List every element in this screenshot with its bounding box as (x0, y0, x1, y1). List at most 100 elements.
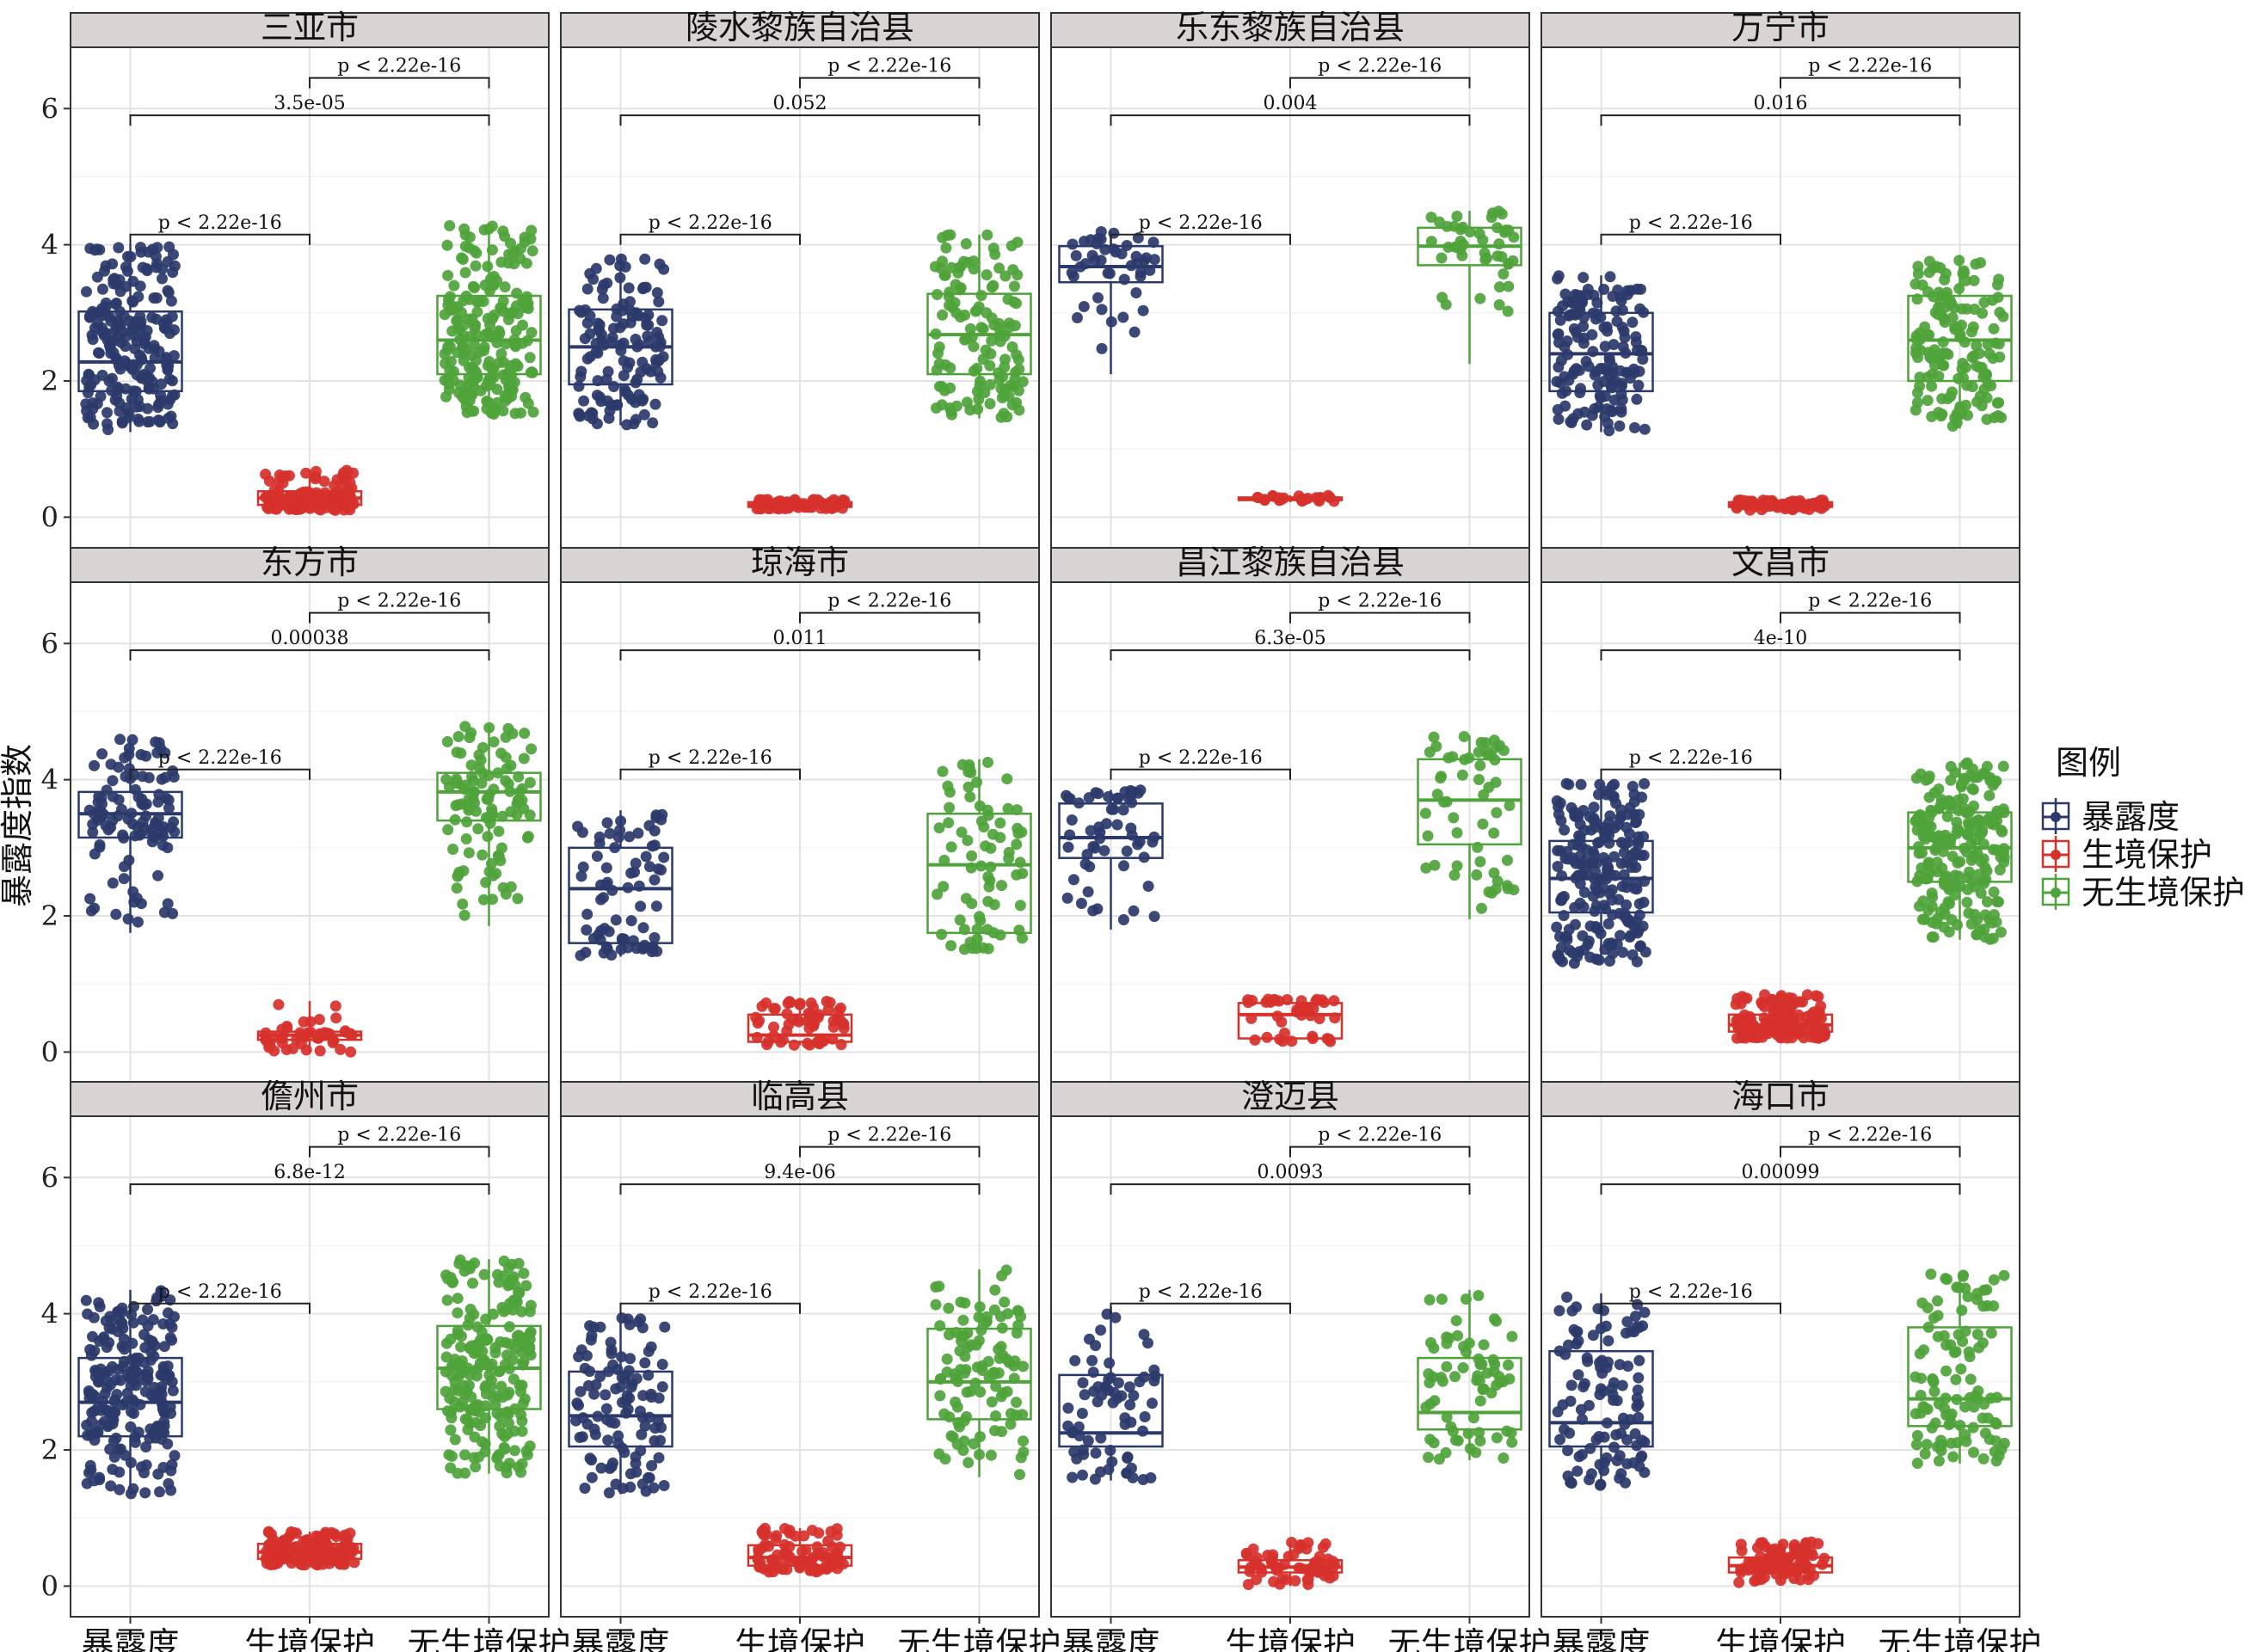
data-point (1933, 837, 1945, 849)
data-point (983, 881, 995, 893)
data-point (137, 1314, 149, 1326)
data-point (113, 761, 125, 773)
data-point (150, 817, 162, 828)
data-point (1132, 838, 1144, 851)
data-point (612, 399, 624, 411)
data-point (1018, 1360, 1029, 1373)
data-point (163, 241, 175, 253)
data-point (518, 1268, 530, 1280)
data-point (969, 305, 981, 317)
data-point (1800, 499, 1812, 511)
data-point (936, 929, 948, 940)
data-point (98, 1331, 110, 1343)
data-point (148, 1350, 160, 1362)
data-point (1608, 339, 1620, 351)
data-point (1090, 787, 1102, 799)
data-point (978, 821, 990, 833)
comparison-pvalue: p < 2.22e-16 (337, 56, 461, 77)
data-point (1927, 891, 1939, 903)
data-point (1962, 409, 1973, 421)
data-point (1947, 1451, 1959, 1463)
data-point (1981, 896, 1993, 908)
data-point (1639, 1306, 1651, 1318)
data-point (527, 406, 539, 418)
comparison-bracket: p < 2.22e-16 (129, 212, 311, 245)
legend-key (2041, 798, 2070, 834)
data-point (1582, 1355, 1594, 1367)
data-point (87, 818, 99, 830)
data-point (624, 357, 636, 369)
comparison-pvalue: p < 2.22e-16 (1318, 56, 1442, 77)
data-point (1139, 1411, 1151, 1422)
data-point (1594, 390, 1606, 402)
data-point (951, 1439, 963, 1450)
data-point (1568, 307, 1580, 319)
data-point (1615, 804, 1627, 816)
data-point (164, 1332, 176, 1343)
y-tick-label: 2 (41, 900, 58, 932)
data-point (1085, 825, 1097, 837)
box-exposure (568, 808, 673, 961)
data-point (458, 354, 470, 366)
box-exposure (1548, 1291, 1654, 1491)
data-point (944, 1329, 955, 1341)
data-point (1440, 298, 1452, 310)
bracket-line (619, 1183, 981, 1195)
data-point (945, 408, 957, 421)
data-point (1575, 1403, 1587, 1416)
data-point (624, 1353, 637, 1365)
data-point (268, 1045, 280, 1057)
data-point (519, 728, 531, 740)
data-point (123, 742, 135, 754)
data-point (1910, 404, 1922, 416)
data-point (464, 330, 477, 342)
data-point (1328, 1558, 1340, 1569)
data-point (518, 1335, 530, 1347)
data-point (1618, 846, 1630, 858)
data-point (1940, 1392, 1952, 1404)
data-point (1589, 906, 1601, 917)
data-point (135, 749, 147, 760)
data-point (1633, 1354, 1645, 1366)
data-point (318, 476, 330, 488)
data-point (501, 392, 514, 404)
data-point (944, 801, 956, 814)
data-point (581, 908, 593, 920)
data-point (1988, 1274, 2000, 1286)
data-point (808, 1001, 819, 1013)
data-point (483, 327, 495, 339)
data-point (1067, 238, 1079, 250)
data-point (1637, 1320, 1649, 1332)
comparison-bracket: 0.004 (1110, 93, 1471, 126)
data-point (1111, 792, 1123, 804)
data-point (1628, 808, 1640, 820)
data-point (168, 350, 180, 362)
data-point (1604, 955, 1615, 967)
data-point (162, 398, 174, 410)
data-point (1001, 773, 1013, 785)
data-point (298, 1535, 310, 1547)
x-category-label: 生境保护 (1715, 1625, 1846, 1652)
data-point (93, 1297, 105, 1309)
data-point (329, 1000, 341, 1012)
data-point (1578, 311, 1590, 323)
data-point (996, 880, 1007, 892)
data-point (1730, 500, 1742, 512)
data-point (573, 1351, 585, 1363)
comparison-bracket: p < 2.22e-16 (1110, 1281, 1291, 1314)
data-point (479, 279, 491, 291)
data-point (636, 1428, 648, 1440)
data-point (322, 1544, 334, 1555)
data-point (151, 242, 163, 254)
data-point (1812, 1008, 1824, 1020)
data-point (587, 408, 599, 420)
data-point (1621, 289, 1633, 300)
box-no-habitat-protection (926, 1264, 1032, 1481)
x-category-label: 暴露度 (1552, 1625, 1650, 1652)
data-point (452, 1324, 464, 1336)
data-point (1121, 845, 1133, 857)
data-point (975, 1386, 987, 1398)
data-point (159, 771, 171, 783)
data-point (127, 1317, 139, 1329)
